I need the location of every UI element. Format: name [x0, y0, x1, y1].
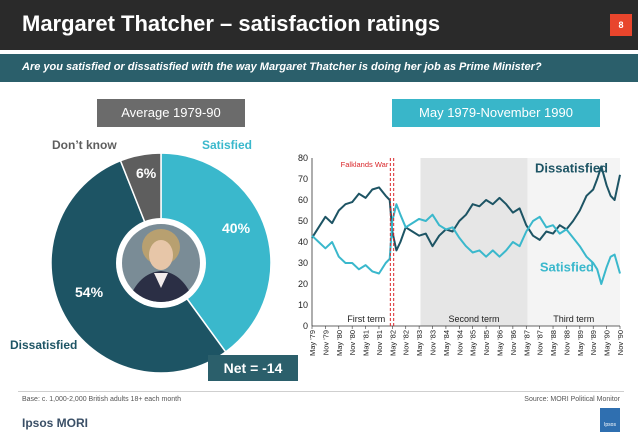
series-line-satisfied: [311, 203, 621, 285]
title-bar: [0, 0, 638, 50]
page-number-badge: 8: [610, 14, 632, 36]
y-tick-label: 30: [298, 258, 308, 268]
average-heading: Average 1979-90: [97, 99, 245, 127]
pie-label-dissatisfied: Dissatisfied: [10, 338, 78, 352]
x-tick-label: May '89: [576, 330, 585, 356]
x-tick-label: Nov '88: [562, 330, 571, 355]
y-tick-label: 60: [298, 195, 308, 205]
y-tick-label: 0: [303, 321, 308, 331]
slide-title: Margaret Thatcher – satisfaction ratings: [22, 11, 441, 36]
x-tick-label: May '88: [549, 330, 558, 356]
source-note: Source: MORI Political Monitor: [524, 396, 620, 403]
timeline-heading: May 1979-November 1990: [392, 99, 600, 127]
x-tick-label: May '86: [495, 330, 504, 356]
x-tick-label: May '80: [335, 330, 344, 356]
x-tick-label: Nov '89: [589, 330, 598, 355]
x-tick-label: Nov '82: [402, 330, 411, 355]
x-tick-label: May '84: [442, 330, 451, 356]
base-note: Base: c. 1,000-2,000 British adults 18+ …: [22, 396, 181, 403]
x-tick-label: Nov '90: [616, 330, 625, 355]
x-tick-label: Nov '79: [321, 330, 330, 355]
x-tick-label: Nov '85: [482, 330, 491, 355]
pie-label-satisfied: Satisfied: [202, 138, 253, 152]
x-tick-label: May '90: [603, 330, 612, 356]
third-term-shading: [527, 158, 620, 326]
series-label-satisfied: Satisfied: [540, 259, 594, 274]
y-tick-label: 70: [298, 174, 308, 184]
x-tick-label: May '85: [469, 330, 478, 356]
series-label-dissatisfied: Dissatisfied: [535, 161, 608, 176]
net-score-badge: Net = -14: [208, 355, 298, 381]
y-tick-label: 50: [298, 216, 308, 226]
thatcher-portrait-image: [122, 224, 200, 302]
satisfaction-line-chart: 0 10 20 30 40 50 60 70 80 May '79 Nov '79 May '80 No…: [298, 153, 625, 356]
y-tick-label: 10: [298, 300, 308, 310]
x-tick-label: Nov '84: [455, 330, 464, 355]
x-tick-label: Nov '86: [509, 330, 518, 355]
ipsos-logo-icon: Ipsos: [600, 408, 620, 432]
term-label: Second term: [449, 314, 500, 324]
subtitle-bar: [0, 54, 638, 82]
falklands-label: Falklands War: [341, 160, 389, 169]
x-tick-label: May '87: [522, 330, 531, 356]
footer-divider: [18, 391, 624, 392]
question-subtitle: Are you satisfied or dissatisfied with t…: [22, 61, 542, 73]
x-tick-label: May '79: [308, 330, 317, 356]
x-tick-label: Nov '83: [429, 330, 438, 355]
x-tick-label: Nov '87: [536, 330, 545, 355]
term-shading: [420, 158, 528, 326]
average-donut-chart: [50, 152, 272, 374]
x-tick-label: May '83: [415, 330, 424, 356]
term-label: First term: [347, 314, 385, 324]
y-tick-label: 80: [298, 153, 308, 163]
y-tick-label: 40: [298, 237, 308, 247]
x-tick-label: May '81: [362, 330, 371, 356]
pie-value-dissatisfied: 54%: [75, 284, 104, 300]
pie-value-satisfied: 40%: [222, 220, 251, 236]
y-tick-label: 20: [298, 279, 308, 289]
x-tick-label: Nov '81: [375, 330, 384, 355]
ipsos-mori-logo: Ipsos MORI: [22, 416, 89, 430]
x-tick-label: May '82: [388, 330, 397, 356]
pie-value-dont-know: 6%: [136, 165, 157, 181]
pie-slice-satisfied: [160, 152, 272, 354]
x-tick-label: Nov '80: [348, 330, 357, 355]
pie-label-dont-know: Don’t know: [52, 138, 117, 152]
series-line-dissatisfied: [311, 165, 621, 252]
term-label: Third term: [553, 314, 594, 324]
